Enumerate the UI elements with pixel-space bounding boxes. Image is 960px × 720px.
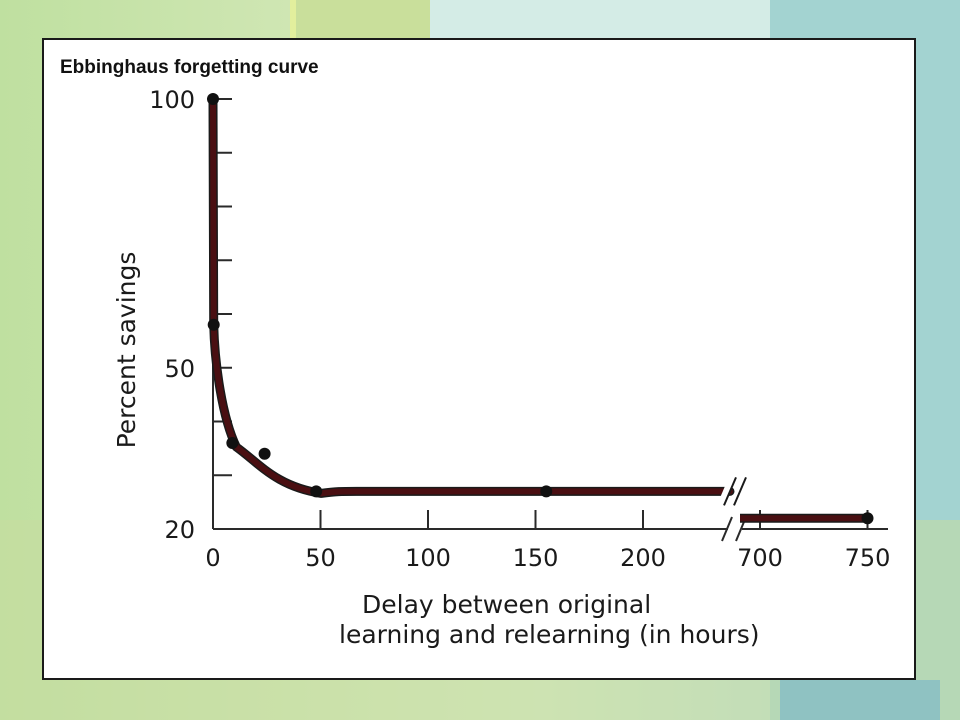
curve-break-mark	[733, 476, 747, 506]
chart-card: Ebbinghaus forgetting curve 100 50 20 0 50 1…	[42, 38, 916, 680]
x-axis-label-line-2: learning and relearning (in hours)	[339, 620, 760, 649]
y-tick-label: 50	[164, 355, 195, 383]
data-point	[226, 437, 239, 449]
forgetting-curve-line	[210, 96, 733, 497]
curve-outline	[208, 94, 735, 498]
background-tile	[430, 0, 770, 40]
background-tile	[780, 680, 940, 720]
x-ticks: 0 50 100 150 200 700 750	[205, 510, 890, 572]
y-ticks: 100 50 20	[149, 86, 232, 544]
data-point	[258, 447, 271, 460]
curve-break-mark	[723, 476, 737, 506]
axis-break-mark	[721, 516, 733, 542]
points-layer	[207, 93, 874, 525]
axes	[212, 99, 888, 542]
data-point	[861, 512, 874, 525]
x-tick-label: 100	[405, 544, 451, 572]
x-axis-label-line-1: Delay between original	[362, 590, 651, 619]
data-point	[207, 93, 219, 105]
x-tick-label: 50	[305, 544, 336, 572]
x-tick-label: 200	[620, 544, 666, 572]
data-point	[310, 485, 323, 498]
y-tick-label: 100	[149, 86, 195, 114]
data-point	[207, 318, 220, 331]
x-tick-label: 750	[845, 544, 891, 572]
background-tile	[290, 0, 436, 40]
x-tick-label: 0	[205, 544, 220, 572]
x-tick-label: 150	[513, 544, 559, 572]
curve-layer	[208, 94, 868, 523]
x-tick-label: 700	[737, 544, 783, 572]
curve-break-gap	[717, 476, 735, 507]
y-axis-label: Percent savings	[112, 252, 141, 449]
data-point	[540, 485, 553, 498]
chart-title: Ebbinghaus forgetting curve	[60, 57, 319, 78]
y-tick-label: 20	[164, 516, 195, 544]
